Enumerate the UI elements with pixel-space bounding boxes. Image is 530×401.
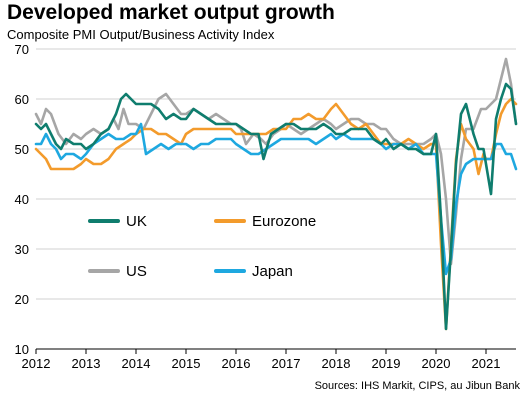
y-tick-label-20: 20 — [15, 292, 29, 307]
legend-label-eurozone: Eurozone — [252, 213, 316, 230]
x-tick-label-2012: 2012 — [22, 356, 51, 371]
y-tick-label-60: 60 — [15, 92, 29, 107]
y-tick-label-30: 30 — [15, 242, 29, 257]
y-tick-label-40: 40 — [15, 192, 29, 207]
x-tick-label-2021: 2021 — [472, 356, 501, 371]
legend-label-japan: Japan — [252, 263, 293, 280]
x-tick-label-2018: 2018 — [322, 356, 351, 371]
x-tick-label-2015: 2015 — [172, 356, 201, 371]
y-tick-label-10: 10 — [15, 342, 29, 357]
x-tick-label-2019: 2019 — [372, 356, 401, 371]
chart-subtitle: Composite PMI Output/Business Activity I… — [7, 27, 275, 42]
legend-label-us: US — [126, 263, 147, 280]
source-note: Sources: IHS Markit, CIPS, au Jibun Bank — [314, 380, 520, 392]
x-tick-label-2016: 2016 — [222, 356, 251, 371]
series-line-uk — [34, 82, 518, 331]
series-line-us — [34, 57, 518, 266]
x-tick-label-2020: 2020 — [422, 356, 451, 371]
x-tick-label-2014: 2014 — [122, 356, 151, 371]
y-tick-label-50: 50 — [15, 142, 29, 157]
chart-title: Developed market output growth — [7, 1, 335, 24]
x-tick-label-2013: 2013 — [72, 356, 101, 371]
legend-label-uk: UK — [126, 213, 147, 230]
y-tick-label-70: 70 — [15, 42, 29, 57]
x-tick-label-2017: 2017 — [272, 356, 301, 371]
